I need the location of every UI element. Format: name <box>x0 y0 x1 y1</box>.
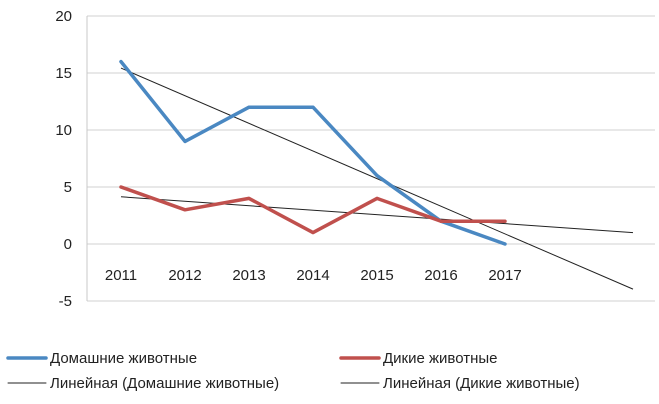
data-point <box>183 139 187 143</box>
data-point <box>311 105 315 109</box>
x-tick-label: 2013 <box>232 267 265 284</box>
data-point <box>183 208 187 212</box>
data-point <box>439 219 443 223</box>
y-tick-label: -5 <box>59 293 72 310</box>
data-point <box>311 231 315 235</box>
trendline <box>120 196 634 234</box>
x-tick-label: 2011 <box>105 267 137 284</box>
x-tick-label: 2012 <box>168 267 201 284</box>
trendline <box>120 67 634 290</box>
gridlines <box>86 15 655 302</box>
series-lines <box>119 59 507 246</box>
legend-label: Линейная (Дикие животные) <box>383 375 580 392</box>
data-point <box>119 60 123 64</box>
series-line <box>119 59 507 246</box>
y-tick-label: 5 <box>64 179 72 196</box>
y-tick-label: 10 <box>55 122 72 139</box>
legend-label: Линейная (Домашние животные) <box>50 375 279 392</box>
trendlines <box>120 67 634 290</box>
y-axis-ticks: -5 0 5 10 15 20 <box>55 8 72 310</box>
legend-label: Домашние животные <box>50 350 197 367</box>
data-point <box>119 185 123 189</box>
data-point <box>247 105 251 109</box>
legend: Домашние животные Дикие животные Линейная … <box>6 350 580 392</box>
data-point <box>503 242 507 246</box>
data-point <box>375 174 379 178</box>
y-tick-label: 20 <box>55 8 72 25</box>
data-point <box>247 196 251 200</box>
x-tick-label: 2014 <box>296 267 329 284</box>
data-point <box>503 219 507 223</box>
x-tick-label: 2015 <box>360 267 393 284</box>
data-point <box>375 196 379 200</box>
x-tick-label: 2016 <box>424 267 457 284</box>
y-tick-label: 15 <box>55 65 72 82</box>
legend-label: Дикие животные <box>383 350 498 367</box>
x-tick-label: 2017 <box>488 267 521 284</box>
x-axis-ticks: 2011 2012 2013 2014 2015 2016 2017 <box>105 267 522 284</box>
y-tick-label: 0 <box>64 236 72 253</box>
